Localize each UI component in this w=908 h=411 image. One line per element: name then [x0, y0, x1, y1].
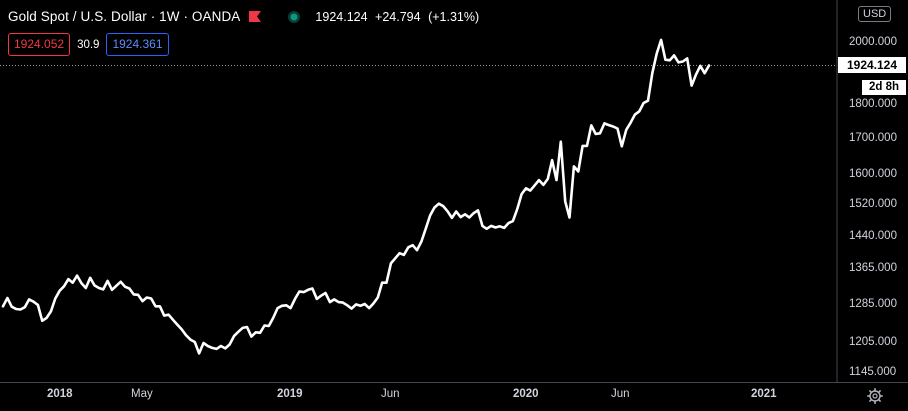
- series-line: [1, 38, 711, 355]
- time-tick-label: Jun: [381, 388, 400, 400]
- symbol-title[interactable]: Gold Spot / U.S. Dollar · 1W · OANDA: [8, 9, 241, 24]
- quote-line: 1924.124 +24.794 (+1.31%): [315, 10, 483, 24]
- time-tick-label: May: [131, 388, 153, 400]
- price-tick-label: 1600.000: [849, 167, 897, 180]
- time-tick-label: Jun: [611, 388, 630, 400]
- market-status-icon: [287, 10, 301, 24]
- price-tick-label: 1800.000: [849, 98, 897, 110]
- time-tick-label: 2018: [47, 388, 73, 400]
- price-tick-label: 1285.000: [849, 297, 897, 310]
- last-price-label: 1924.124: [838, 57, 906, 74]
- change-percent-value: (+1.31%): [428, 9, 480, 24]
- price-tick-label: 1365.000: [849, 262, 897, 275]
- flag-icon[interactable]: [249, 11, 262, 22]
- symbol-header: Gold Spot / U.S. Dollar · 1W · OANDA 192…: [8, 9, 483, 24]
- sell-price-button[interactable]: 1924.052: [8, 33, 71, 56]
- price-tick-label: 1145.000: [849, 366, 897, 379]
- spread-value: 30.9: [77, 38, 100, 51]
- buy-sell-boxes: 1924.052 30.9 1924.361: [8, 33, 169, 56]
- price-tick-label: 1700.000: [849, 131, 897, 144]
- change-value: +24.794: [375, 9, 421, 24]
- price-tick-label: 2000.000: [849, 35, 897, 48]
- time-tick-label: 2019: [277, 388, 303, 400]
- time-tick-label: 2021: [751, 388, 777, 400]
- time-tick-label: 2020: [513, 388, 539, 400]
- buy-price-button[interactable]: 1924.361: [106, 33, 169, 56]
- price-tick-label: 1520.000: [849, 198, 897, 211]
- gear-icon[interactable]: [867, 388, 883, 404]
- currency-button[interactable]: USD: [858, 6, 892, 22]
- last-price-value: 1924.124: [315, 9, 368, 24]
- price-tick-label: 1440.000: [849, 230, 897, 243]
- bar-countdown-label: 2d 8h: [862, 80, 906, 95]
- price-tick-label: 1205.000: [849, 336, 897, 348]
